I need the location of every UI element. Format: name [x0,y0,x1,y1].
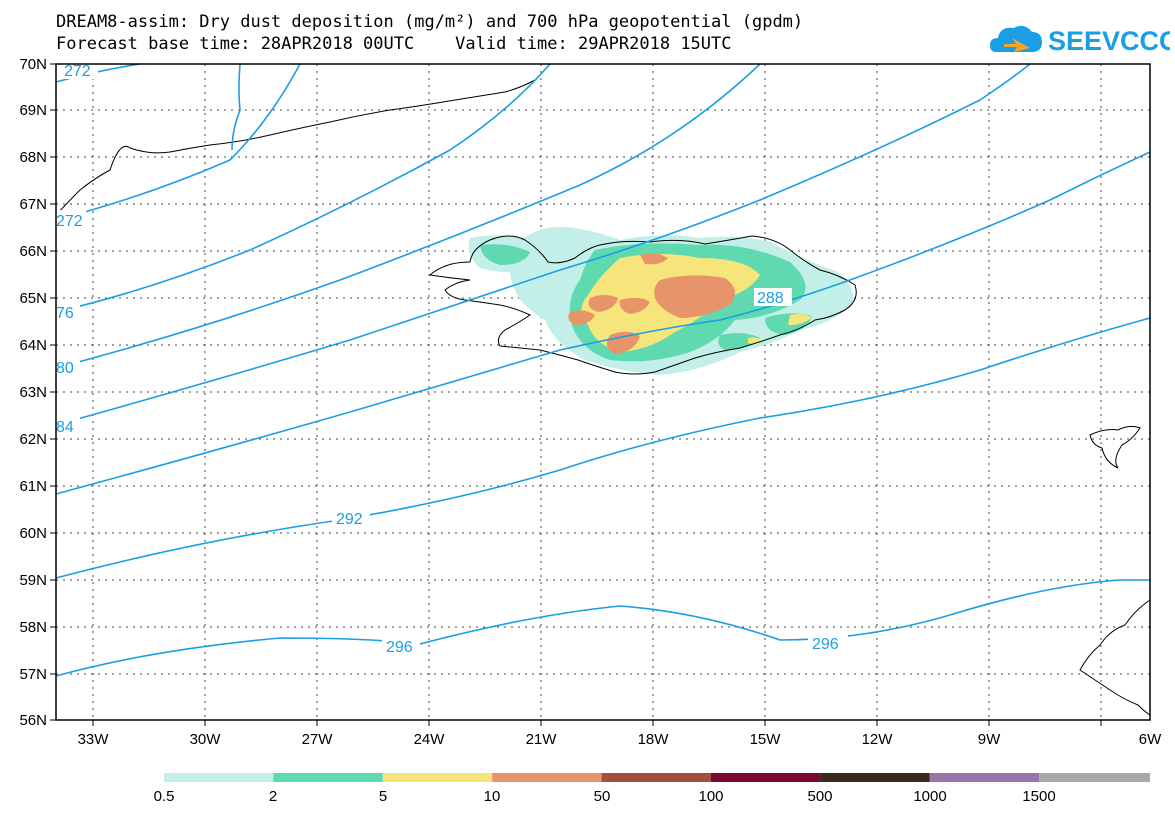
scotland-coastline [1079,599,1151,716]
isoline-label-296-west: 296 [386,639,413,656]
lon-label-33w: 33W [78,731,110,748]
colorbar-label-1500: 1500 [1022,788,1055,805]
colorbar-swatch-7 [820,773,930,782]
lat-label-65n: 65N [19,290,47,307]
lon-label-6w: 6W [1139,731,1162,748]
colorbar-swatch-3 [382,773,493,782]
lon-label-18w: 18W [638,731,670,748]
isoline-label-272-top: 272 [64,63,91,80]
isoline-label-288: 288 [757,290,784,307]
lat-label-61n: 61N [19,478,47,495]
isoline-label-296-east: 296 [812,636,839,653]
isoline-label-276: 76 [56,305,74,322]
colorbar-swatch-2 [273,773,383,782]
colorbar-swatch-5 [601,773,711,782]
longitude-labels: 33W 30W 27W 24W 21W 18W 15W 12W 9W 6W [78,731,1163,748]
colorbar-swatch-4 [492,773,602,782]
map-title-line-1: DREAM8-assim: Dry dust deposition (mg/m²… [56,12,804,32]
lat-label-57n: 57N [19,666,47,683]
latitude-labels: 70N 69N 68N 67N 66N 65N 64N 63N 62N 61N … [19,56,47,729]
lat-label-66n: 66N [19,243,47,260]
lon-label-15w: 15W [750,731,782,748]
isoline-288 [55,151,1151,495]
isoline-label-272: 272 [56,213,83,230]
map-title-line-2: Forecast base time: 28APR2018 00UTC Vali… [56,34,732,54]
lat-label-59n: 59N [19,572,47,589]
isoline-272-top [55,63,141,83]
lon-label-24w: 24W [414,731,446,748]
isoline-label-292: 292 [336,511,363,528]
isoline-280 [55,63,761,369]
colorbar-label-2: 2 [269,788,277,805]
lat-label-69n: 69N [19,102,47,119]
isoline-284 [55,63,1031,426]
lat-label-63n: 63N [19,384,47,401]
lat-label-68n: 68N [19,149,47,166]
colorbar-label-10: 10 [484,788,501,805]
isoline-labels: 272 272 76 80 84 288 292 296 296 [56,61,848,656]
dust-deposition-field [468,226,854,375]
isoline-292 [55,317,1151,579]
faroe-coastline [1089,425,1141,469]
seevccc-logo: SEEVCCC [990,25,1170,56]
lon-label-12w: 12W [862,731,894,748]
map-grid [56,64,1150,720]
colorbar-label-1000: 1000 [913,788,946,805]
colorbar-swatch-1 [164,773,274,782]
lon-label-30w: 30W [190,731,222,748]
cloud-icon [990,25,1042,52]
geopotential-isolines [55,63,1151,677]
lon-label-9w: 9W [978,731,1001,748]
lat-label-62n: 62N [19,431,47,448]
colorbar-swatch-6 [711,773,821,782]
lon-label-21w: 21W [526,731,558,748]
lat-label-56n: 56N [19,712,47,729]
colorbar-swatch-9 [1039,773,1150,782]
lon-label-27w: 27W [302,731,334,748]
colorbar: 0.5 2 5 10 50 100 500 1000 1500 [154,773,1150,805]
colorbar-label-50: 50 [594,788,611,805]
colorbar-label-5: 5 [379,788,387,805]
logo-text: SEEVCCC [1048,26,1170,56]
isoline-272 [55,63,301,221]
colorbar-label-0-5: 0.5 [154,788,175,805]
colorbar-swatch-8 [929,773,1040,782]
isoline-276 [55,63,551,313]
lat-label-60n: 60N [19,525,47,542]
iceland-coastline [428,235,857,375]
colorbar-label-100: 100 [698,788,723,805]
greenland-coastline [55,79,536,216]
coastlines [55,79,1151,716]
tick-marks [50,63,1102,726]
isoline-label-284: 84 [56,419,74,436]
lat-label-67n: 67N [19,196,47,213]
lat-label-70n: 70N [19,56,47,73]
colorbar-label-500: 500 [807,788,832,805]
isoline-272-mid [231,63,241,151]
isoline-label-280: 80 [56,360,74,377]
isoline-296 [55,579,1150,677]
lat-label-64n: 64N [19,337,47,354]
lat-label-58n: 58N [19,619,47,636]
